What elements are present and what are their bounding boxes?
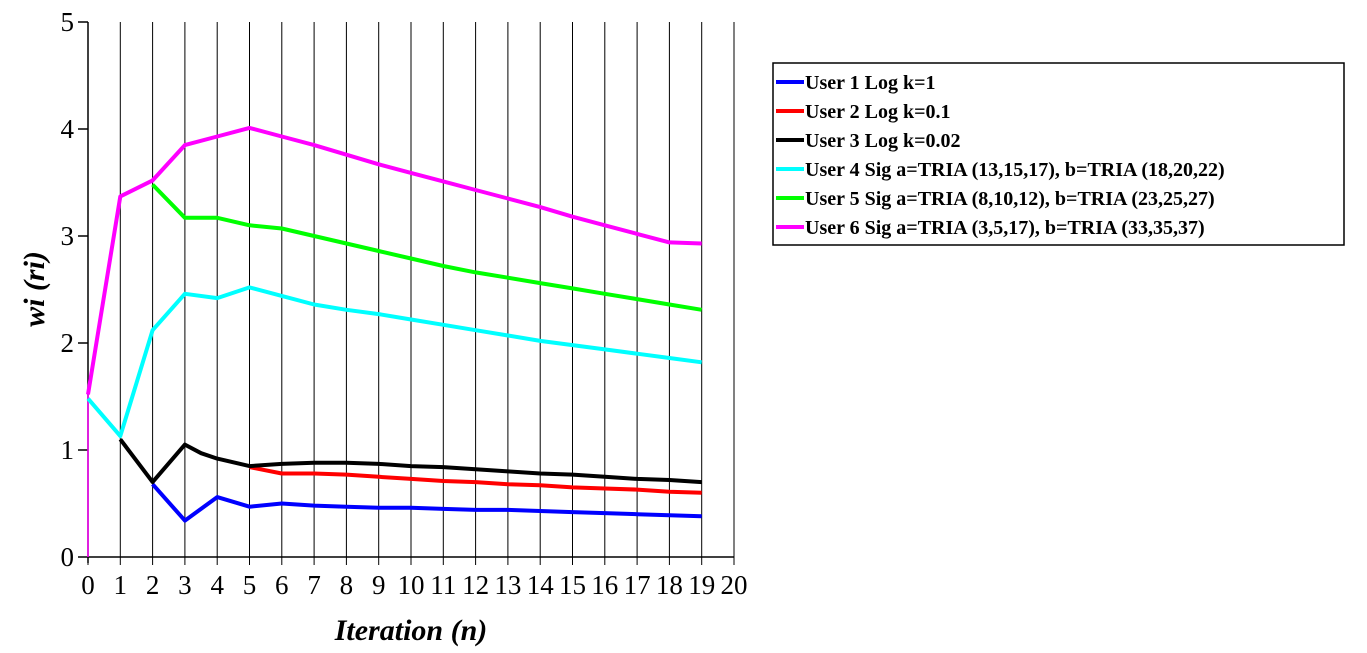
x-tick-label-15: 15 [559, 570, 586, 600]
series-line-user-2 [249, 465, 702, 495]
legend-label-user-5: User 5 Sig a=TRIA (8,10,12), b=TRIA (23,… [805, 188, 1215, 210]
x-tick-label-12: 12 [462, 570, 489, 600]
x-tick-label-14: 14 [527, 570, 555, 600]
legend-box [772, 62, 1345, 246]
x-tick-label-5: 5 [243, 570, 257, 600]
series-line-user-1 [151, 482, 702, 523]
legend-label-user-4: User 4 Sig a=TRIA (13,15,17), b=TRIA (18… [805, 159, 1225, 181]
x-tick-label-19: 19 [688, 570, 715, 600]
x-tick-label-18: 18 [656, 570, 683, 600]
y-tick-label-0: 0 [61, 542, 75, 572]
series-line-user-3 [118, 438, 702, 485]
x-tick-label-0: 0 [81, 570, 95, 600]
x-tick-label-6: 6 [275, 570, 289, 600]
x-axis-title: Iteration (n) [334, 614, 488, 647]
y-axis-title: wi (ri) [18, 251, 51, 327]
x-tick-label-4: 4 [210, 570, 224, 600]
x-tick-label-9: 9 [372, 570, 386, 600]
series-line-user-6 [86, 125, 702, 395]
legend-label-user-2: User 2 Log k=0.1 [805, 101, 950, 123]
x-tick-label-20: 20 [721, 570, 748, 600]
x-tick-label-16: 16 [591, 570, 618, 600]
x-tick-label-8: 8 [340, 570, 354, 600]
x-tick-label-10: 10 [398, 570, 425, 600]
x-tick-label-11: 11 [430, 570, 456, 600]
legend-label-user-6: User 6 Sig a=TRIA (3,5,17), b=TRIA (33,3… [805, 217, 1205, 239]
x-tick-label-3: 3 [178, 570, 192, 600]
y-tick-label-3: 3 [61, 221, 75, 251]
y-tick-label-4: 4 [61, 114, 75, 144]
legend-label-user-3: User 3 Log k=0.02 [805, 130, 960, 152]
x-tick-label-1: 1 [114, 570, 128, 600]
series-lines [86, 125, 703, 557]
y-tick-label-5: 5 [61, 7, 75, 37]
vertical-grid-lines [119, 22, 735, 557]
series-line-user-5 [151, 183, 703, 312]
x-tick-label-17: 17 [624, 570, 651, 600]
axes [78, 21, 735, 565]
x-tick-label-7: 7 [307, 570, 321, 600]
x-tick-label-13: 13 [494, 570, 521, 600]
y-tick-label-2: 2 [61, 328, 75, 358]
x-tick-label-2: 2 [146, 570, 160, 600]
y-tick-label-1: 1 [61, 435, 75, 465]
legend: User 1 Log k=1 User 2 Log k=0.1 User 3 Log… [772, 62, 1345, 246]
series-line-user-4 [86, 285, 702, 439]
legend-label-user-1: User 1 Log k=1 [805, 72, 935, 94]
